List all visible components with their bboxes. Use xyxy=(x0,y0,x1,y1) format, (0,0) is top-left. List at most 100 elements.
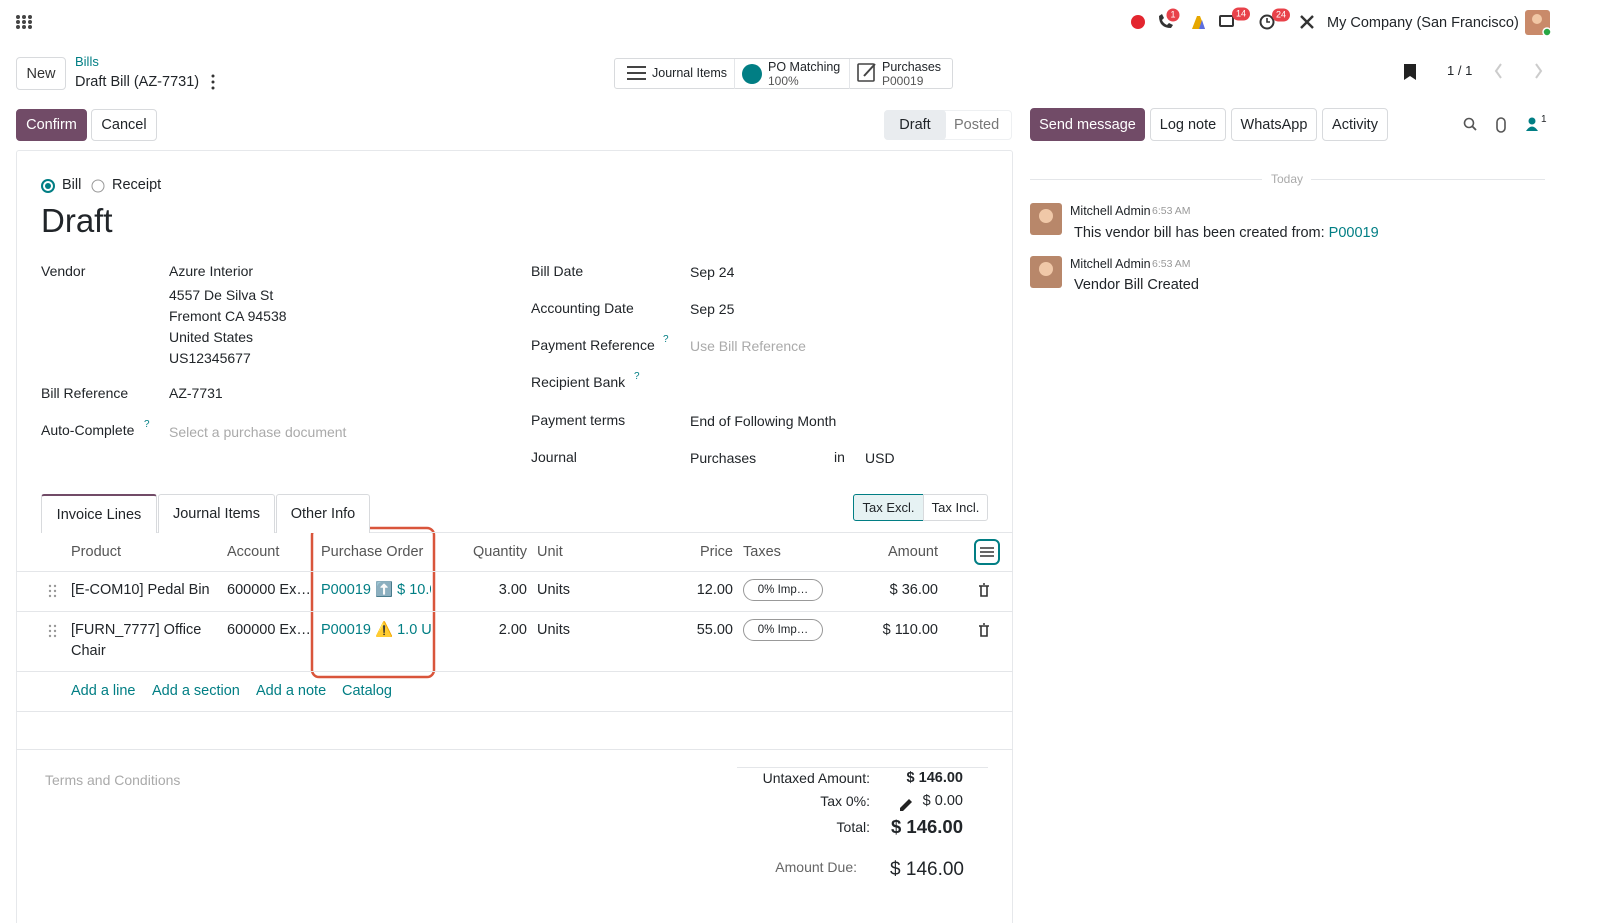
smart-button-value: P00019 xyxy=(882,74,924,88)
radio-label[interactable]: Bill xyxy=(62,177,82,193)
cell[interactable]: Units xyxy=(537,582,571,598)
message-time: 6:53 AM xyxy=(1152,258,1191,270)
column-header: Taxes xyxy=(743,544,781,560)
message-link[interactable]: P00019 xyxy=(1328,225,1379,241)
status-posted[interactable]: Posted xyxy=(954,117,1000,133)
divider xyxy=(737,767,988,768)
tax-tag[interactable]: 0% Imp… xyxy=(743,619,823,641)
message-time: 6:53 AM xyxy=(1152,205,1191,217)
company-switcher[interactable]: My Company (San Francisco) xyxy=(1327,15,1519,31)
follower-count: 1 xyxy=(1541,114,1547,125)
field-label: Auto-Complete xyxy=(41,422,135,438)
field-value[interactable]: AZ-7731 xyxy=(169,385,223,401)
new-button[interactable]: New xyxy=(16,57,66,90)
field-label: Payment terms xyxy=(531,412,626,428)
field-value[interactable]: Sep 25 xyxy=(690,301,735,317)
tab[interactable]: Journal Items xyxy=(158,494,275,533)
divider xyxy=(41,532,1013,533)
smart-button[interactable]: Journal Items xyxy=(652,66,728,80)
divider xyxy=(16,711,1013,712)
cell[interactable]: 600000 Ex… xyxy=(227,582,311,598)
divider xyxy=(1311,179,1545,180)
breadcrumb[interactable]: Bills xyxy=(75,54,99,69)
total-value: $ 146.00 xyxy=(906,770,963,786)
smart-button[interactable]: Purchases xyxy=(882,60,942,74)
tax-toggle[interactable]: Tax Excl. xyxy=(853,494,924,521)
chatter-button[interactable]: Log note xyxy=(1150,108,1226,141)
field-label: Payment Reference xyxy=(531,337,655,353)
line-action[interactable]: Add a section xyxy=(152,683,240,699)
tab[interactable]: Other Info xyxy=(276,494,370,533)
chatter-button[interactable]: Send message xyxy=(1030,108,1145,141)
total-label: Total: xyxy=(836,819,870,835)
cell[interactable]: [FURN_7777] Office Chair xyxy=(71,622,202,659)
field-connector: in xyxy=(834,449,845,465)
vendor-address: Azure Interior xyxy=(169,263,254,279)
confirm-button[interactable]: Confirm xyxy=(16,109,87,141)
cell[interactable]: $ 110.00 xyxy=(882,622,938,638)
cell[interactable]: 600000 Ex… xyxy=(227,622,311,638)
message-body: This vendor bill has been created from: P… xyxy=(1074,225,1379,241)
cell[interactable]: [E-COM10] Pedal Bin xyxy=(71,582,210,598)
cell[interactable]: P00019 ⬆️ $ 10.0 xyxy=(321,582,431,598)
chatter-button[interactable]: WhatsApp xyxy=(1231,108,1317,141)
cancel-button[interactable]: Cancel xyxy=(91,109,157,141)
total-value: $ 146.00 xyxy=(890,816,963,837)
field-label: Accounting Date xyxy=(531,300,634,316)
smart-button[interactable]: PO Matching xyxy=(768,60,841,74)
status-draft[interactable]: Draft xyxy=(884,110,946,140)
cell[interactable]: 2.00 xyxy=(498,622,527,638)
radio-label[interactable]: Receipt xyxy=(112,177,162,193)
column-header: Price xyxy=(699,544,733,560)
help-marker: ? xyxy=(634,371,640,382)
form-sheet xyxy=(16,150,1013,923)
tax-tag[interactable]: 0% Imp… xyxy=(743,579,823,601)
tax-toggle[interactable]: Tax Incl. xyxy=(923,494,988,521)
line-action[interactable]: Add a line xyxy=(71,683,136,699)
column-header: Quantity xyxy=(473,544,527,560)
field-value[interactable]: Purchases xyxy=(690,450,757,466)
cell[interactable]: Units xyxy=(537,622,571,638)
field-value[interactable]: End of Following Month xyxy=(690,413,837,429)
notification-badge: 24 xyxy=(1271,8,1291,22)
amount-due-value: $ 146.00 xyxy=(890,859,964,880)
terms-placeholder[interactable]: Terms and Conditions xyxy=(45,772,181,788)
notification-badge: 14 xyxy=(1231,7,1251,21)
amount-due-label: Amount Due: xyxy=(775,859,857,875)
field-placeholder[interactable]: Use Bill Reference xyxy=(690,338,806,354)
cell[interactable]: 55.00 xyxy=(696,622,733,638)
record-name: Draft Bill (AZ-7731) xyxy=(75,74,200,90)
total-value: $ 0.00 xyxy=(922,793,963,809)
smart-buttons xyxy=(614,58,953,89)
column-header: Amount xyxy=(888,544,938,560)
chatter-button[interactable]: Activity xyxy=(1322,108,1388,141)
field-value[interactable]: USD xyxy=(865,450,895,466)
vendor-address: US12345677 xyxy=(169,350,251,366)
cell[interactable]: 3.00 xyxy=(498,582,527,598)
pager[interactable]: 1 / 1 xyxy=(1447,63,1473,78)
cell[interactable]: P00019 ⚠️ 1.0 Ui xyxy=(321,622,431,638)
divider xyxy=(1030,179,1262,180)
vendor-address: Fremont CA 94538 xyxy=(169,308,287,324)
field-label: Bill Reference xyxy=(41,385,129,401)
column-header: Unit xyxy=(537,544,563,560)
line-action[interactable]: Catalog xyxy=(342,683,392,699)
field-placeholder[interactable]: Select a purchase document xyxy=(169,424,347,440)
field-value[interactable]: Sep 24 xyxy=(690,264,735,280)
divider xyxy=(849,59,850,89)
vendor-address: United States xyxy=(169,329,254,345)
cell[interactable]: 12.00 xyxy=(696,582,733,598)
line-action[interactable]: Add a note xyxy=(256,683,327,699)
divider xyxy=(16,671,1013,672)
vendor-address: 4557 De Silva St xyxy=(169,287,274,303)
message-author: Mitchell Admin xyxy=(1070,204,1151,218)
tab[interactable]: Invoice Lines xyxy=(41,494,157,533)
date-separator: Today xyxy=(1271,172,1304,186)
divider xyxy=(16,611,1013,612)
total-label: Untaxed Amount: xyxy=(762,770,870,786)
cell[interactable]: $ 36.00 xyxy=(889,582,938,598)
column-header: Product xyxy=(71,544,121,560)
notification-badge: 1 xyxy=(1166,8,1180,22)
help-marker: ? xyxy=(663,334,669,345)
